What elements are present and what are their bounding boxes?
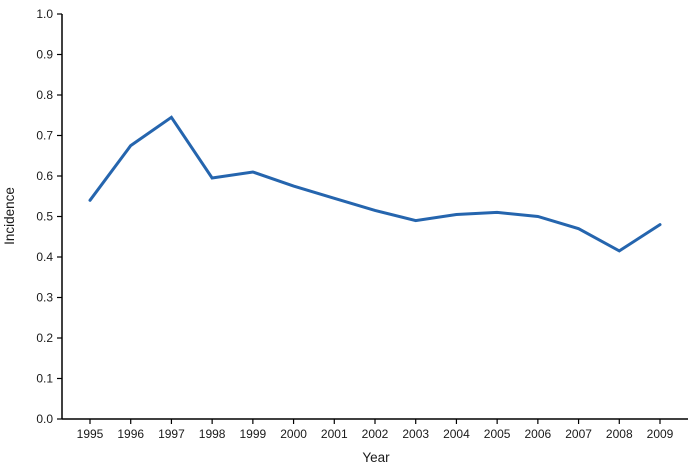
x-tick-label: 2006 — [525, 427, 552, 441]
x-tick-label: 2003 — [402, 427, 429, 441]
y-tick-label: 0.6 — [36, 169, 53, 183]
x-tick-label: 2004 — [443, 427, 470, 441]
y-tick-label: 0.2 — [36, 331, 53, 345]
y-tick-label: 0.9 — [36, 48, 53, 62]
x-tick-label: 1996 — [117, 427, 144, 441]
x-tick-label: 1999 — [240, 427, 267, 441]
x-tick-label: 2009 — [647, 427, 674, 441]
y-tick-label: 0.0 — [36, 412, 53, 426]
x-tick-label: 2002 — [362, 427, 389, 441]
y-axis-title: Incidence — [2, 187, 17, 245]
x-axis-title: Year — [362, 450, 390, 465]
x-tick-label: 2005 — [484, 427, 511, 441]
x-tick-label: 2000 — [280, 427, 307, 441]
x-tick-label: 1997 — [158, 427, 185, 441]
x-tick-label: 2008 — [606, 427, 633, 441]
y-tick-label: 0.8 — [36, 88, 53, 102]
series-layer — [88, 115, 662, 253]
x-tick-label: 1998 — [199, 427, 226, 441]
x-tick-label: 1995 — [77, 427, 104, 441]
y-tick-label: 0.7 — [36, 129, 53, 143]
y-tick-label: 1.0 — [36, 7, 53, 21]
x-tick-label: 2007 — [565, 427, 592, 441]
x-tick-label: 2001 — [321, 427, 348, 441]
series-line-incidence — [88, 115, 662, 253]
y-tick-label: 0.5 — [36, 210, 53, 224]
y-tick-label: 0.3 — [36, 291, 53, 305]
y-tick-label: 0.1 — [36, 372, 53, 386]
y-tick-label: 0.4 — [36, 250, 53, 264]
axes-layer: 0.0 0.1 0.2 0.3 0.4 0.5 0.6 0.7 0.8 0.9 1.0 1995 199… — [36, 7, 688, 441]
